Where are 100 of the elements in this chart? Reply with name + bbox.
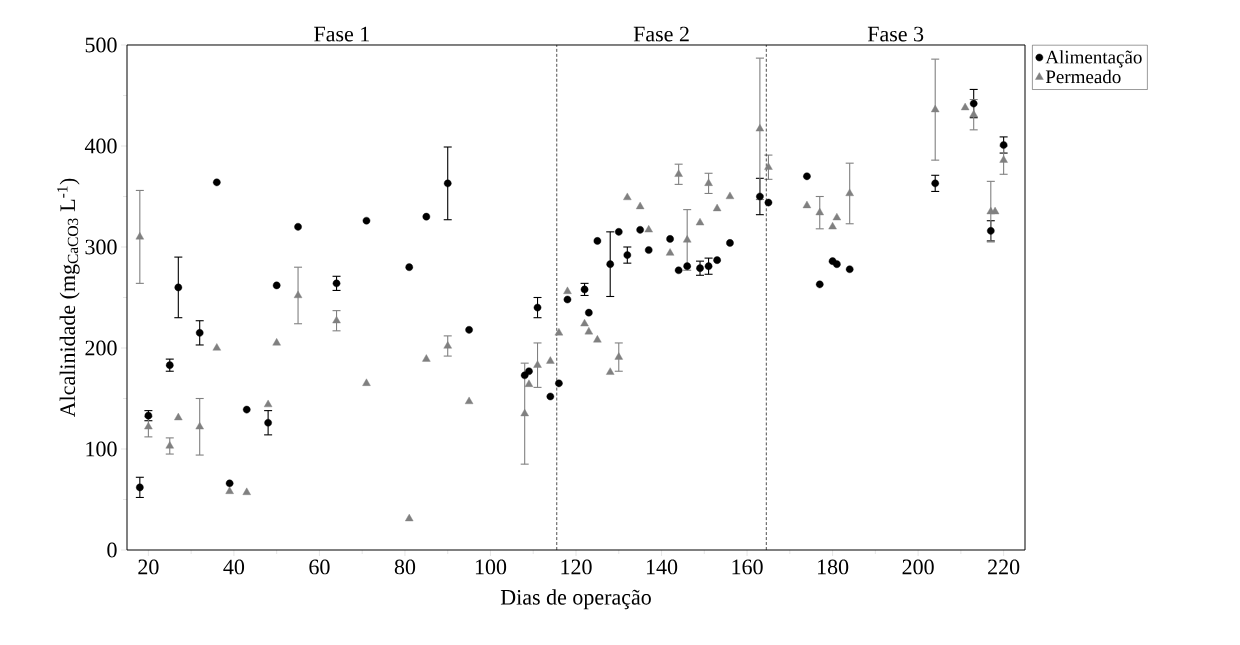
point bbox=[665, 248, 675, 256]
point bbox=[623, 192, 632, 200]
point bbox=[606, 367, 615, 375]
point bbox=[264, 418, 272, 427]
point bbox=[580, 318, 589, 327]
point bbox=[644, 246, 653, 254]
point bbox=[525, 367, 533, 376]
point bbox=[593, 237, 602, 245]
point bbox=[755, 124, 765, 132]
point bbox=[242, 487, 251, 495]
point bbox=[764, 162, 773, 170]
point bbox=[294, 223, 302, 231]
point bbox=[465, 326, 473, 334]
point bbox=[803, 172, 811, 181]
point bbox=[533, 360, 542, 368]
point bbox=[135, 232, 144, 240]
point bbox=[405, 513, 414, 522]
text: Fase 1 bbox=[314, 26, 369, 42]
point bbox=[585, 308, 593, 317]
point bbox=[999, 141, 1008, 149]
point bbox=[422, 354, 431, 362]
point bbox=[704, 262, 713, 270]
point bbox=[546, 356, 555, 364]
point bbox=[931, 179, 939, 188]
point bbox=[144, 422, 153, 430]
point bbox=[362, 378, 371, 386]
point bbox=[362, 216, 371, 225]
point bbox=[593, 335, 602, 343]
point bbox=[969, 109, 978, 118]
y-tick-label: 200 bbox=[85, 340, 117, 356]
x-axis-title: Dias de operação bbox=[500, 589, 651, 610]
point bbox=[636, 226, 644, 234]
point bbox=[533, 303, 542, 312]
point bbox=[563, 286, 572, 294]
point bbox=[802, 200, 812, 209]
y-tick-label: 500 bbox=[85, 37, 117, 53]
point bbox=[563, 295, 572, 304]
point bbox=[969, 99, 978, 108]
point bbox=[272, 281, 281, 290]
point bbox=[726, 239, 734, 247]
point bbox=[242, 405, 251, 414]
text: Fase 3 bbox=[867, 26, 924, 42]
point bbox=[756, 192, 764, 201]
point bbox=[713, 256, 721, 264]
point bbox=[443, 179, 452, 188]
legend-label: Alimentação bbox=[1045, 50, 1142, 68]
point bbox=[674, 169, 683, 177]
point bbox=[764, 198, 773, 207]
point bbox=[524, 379, 534, 387]
legend-label: Permeado bbox=[1045, 69, 1121, 84]
x-tick-label: 160 bbox=[732, 559, 763, 575]
point bbox=[272, 338, 281, 346]
point bbox=[263, 399, 273, 408]
point bbox=[405, 263, 414, 271]
point bbox=[712, 203, 722, 212]
point bbox=[332, 279, 341, 288]
x-tick-label: 220 bbox=[988, 559, 1020, 575]
point bbox=[606, 260, 614, 268]
point bbox=[195, 422, 204, 430]
point bbox=[695, 217, 705, 226]
point bbox=[845, 188, 854, 196]
point bbox=[832, 212, 842, 221]
point bbox=[623, 251, 632, 259]
x-tick-label: 180 bbox=[818, 559, 849, 575]
point bbox=[614, 352, 623, 360]
point bbox=[174, 412, 183, 421]
point bbox=[225, 486, 234, 494]
point bbox=[554, 328, 564, 336]
point bbox=[683, 235, 692, 243]
point bbox=[833, 260, 841, 268]
point bbox=[725, 191, 735, 199]
x-tick-label: 40 bbox=[223, 559, 245, 575]
point bbox=[815, 280, 824, 289]
point bbox=[584, 327, 593, 335]
x-tick-label: 140 bbox=[646, 559, 678, 575]
point bbox=[666, 235, 674, 243]
y-tick-label: 400 bbox=[84, 138, 117, 154]
point bbox=[999, 155, 1008, 163]
point bbox=[464, 396, 474, 405]
x-tick-label: 120 bbox=[561, 559, 592, 575]
point bbox=[990, 206, 1000, 215]
point bbox=[195, 329, 204, 337]
point bbox=[546, 392, 555, 401]
point bbox=[165, 441, 174, 449]
point bbox=[674, 266, 683, 275]
point bbox=[960, 102, 970, 111]
point bbox=[828, 222, 837, 230]
x-tick-label: 20 bbox=[138, 559, 159, 575]
point bbox=[815, 207, 824, 216]
point bbox=[213, 178, 221, 187]
point bbox=[931, 104, 940, 113]
point bbox=[136, 483, 144, 492]
point bbox=[174, 283, 183, 292]
point bbox=[520, 408, 529, 417]
point bbox=[332, 315, 341, 324]
point bbox=[635, 201, 645, 210]
point bbox=[683, 262, 691, 270]
x-tick-label: 80 bbox=[394, 559, 416, 575]
x-tick-label: 100 bbox=[475, 559, 507, 575]
x-tick-label: 60 bbox=[309, 559, 330, 575]
